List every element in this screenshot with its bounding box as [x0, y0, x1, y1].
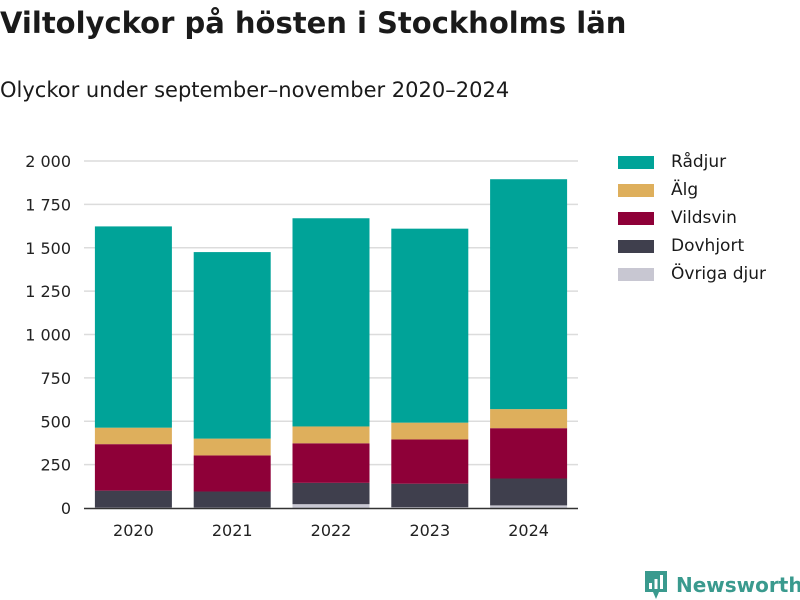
bar-2023-dovhjort — [391, 483, 469, 508]
legend-item-vildsvin: Vildsvin — [618, 204, 766, 232]
bar-2020-älg — [94, 427, 172, 445]
bar-2022-övriga-djur — [292, 504, 370, 508]
y-tick-label-8: 2 000 — [25, 152, 71, 171]
legend-item-dovhjort: Dovhjort — [618, 232, 766, 260]
x-tick-label-2022: 2022 — [311, 521, 352, 540]
bar-2022-rådjur — [292, 218, 370, 427]
bar-2024-övriga-djur — [490, 505, 568, 508]
bar-2021-vildsvin — [193, 455, 271, 492]
bar-2024-dovhjort — [490, 478, 568, 506]
y-tick-label-7: 1 750 — [25, 195, 71, 214]
bar-2022-älg — [292, 426, 370, 444]
newsworthy-logo-text: Newsworthy — [676, 573, 800, 597]
bar-2021-övriga-djur — [193, 507, 271, 508]
newsworthy-logo: Newsworthy — [644, 570, 800, 600]
bar-2020-dovhjort — [94, 490, 172, 508]
legend-label-alg: Älg — [671, 180, 699, 200]
legend-item-ovriga-djur: Övriga djur — [618, 260, 766, 288]
legend-swatch-ovriga-djur — [618, 267, 654, 281]
y-tick-label-2: 500 — [40, 412, 71, 431]
y-tick-label-6: 1 500 — [25, 239, 71, 258]
bar-2020-övriga-djur — [94, 507, 172, 508]
legend-swatch-alg — [618, 183, 654, 197]
legend: Rådjur Älg Vildsvin Dovhjort Övriga djur — [618, 148, 766, 288]
bar-2024-älg — [490, 409, 568, 429]
legend-label-ovriga-djur: Övriga djur — [671, 264, 767, 284]
legend-label-vildsvin: Vildsvin — [671, 208, 737, 228]
bar-2020-rådjur — [94, 226, 172, 428]
chart-title: Viltolyckor på hösten i Stockholms län — [0, 6, 627, 40]
x-tick-label-2024: 2024 — [508, 521, 549, 540]
x-tick-label-2021: 2021 — [212, 521, 253, 540]
bar-2020-vildsvin — [94, 444, 172, 491]
newsworthy-logo-icon — [645, 571, 667, 599]
bar-2023-vildsvin — [391, 439, 469, 484]
bar-2023-rådjur — [391, 228, 469, 423]
legend-swatch-radjur — [618, 155, 654, 169]
bar-2023-övriga-djur — [391, 507, 469, 508]
chart-subtitle: Olyckor under september–november 2020–20… — [0, 78, 510, 102]
y-tick-label-0: 0 — [61, 499, 71, 518]
bar-2024-rådjur — [490, 179, 568, 410]
bar-2022-vildsvin — [292, 443, 370, 483]
legend-label-radjur: Rådjur — [671, 152, 727, 172]
bar-2022-dovhjort — [292, 482, 370, 505]
x-tick-label-2020: 2020 — [113, 521, 154, 540]
bar-2021-dovhjort — [193, 491, 271, 508]
legend-item-alg: Älg — [618, 176, 766, 204]
bar-2023-älg — [391, 422, 469, 440]
legend-item-radjur: Rådjur — [618, 148, 766, 176]
bar-2024-vildsvin — [490, 428, 568, 479]
x-tick-label-2023: 2023 — [409, 521, 450, 540]
legend-label-dovhjort: Dovhjort — [671, 236, 745, 256]
y-tick-label-4: 1 000 — [25, 326, 71, 345]
bar-2021-rådjur — [193, 252, 271, 439]
legend-swatch-dovhjort — [618, 239, 654, 253]
legend-swatch-vildsvin — [618, 211, 654, 225]
bar-2021-älg — [193, 438, 271, 456]
y-tick-label-5: 1 250 — [25, 282, 71, 301]
y-tick-label-1: 250 — [40, 456, 71, 475]
y-tick-label-3: 750 — [40, 369, 71, 388]
